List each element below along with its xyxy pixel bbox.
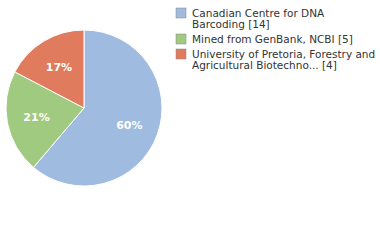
data-labels: 60% 21% 17% xyxy=(23,60,142,131)
data-label: 17% xyxy=(46,60,72,73)
pie-slice xyxy=(15,30,84,108)
pie xyxy=(6,30,162,186)
legend: Canadian Centre for DNABarcoding [14] Min… xyxy=(176,7,375,71)
legend-label: Canadian Centre for DNABarcoding [14] xyxy=(192,7,325,30)
data-label: 60% xyxy=(116,119,142,132)
legend-swatch xyxy=(176,34,186,44)
legend-swatch xyxy=(176,49,186,59)
data-label: 21% xyxy=(23,111,49,124)
legend-swatch xyxy=(176,8,186,18)
legend-label: Mined from GenBank, NCBI [5] xyxy=(192,33,353,45)
chart: 60% 21% 17% Canadian Centre for DNABarcodin… xyxy=(0,0,380,240)
legend-label: University of Pretoria, Forestry andAgri… xyxy=(192,48,375,71)
